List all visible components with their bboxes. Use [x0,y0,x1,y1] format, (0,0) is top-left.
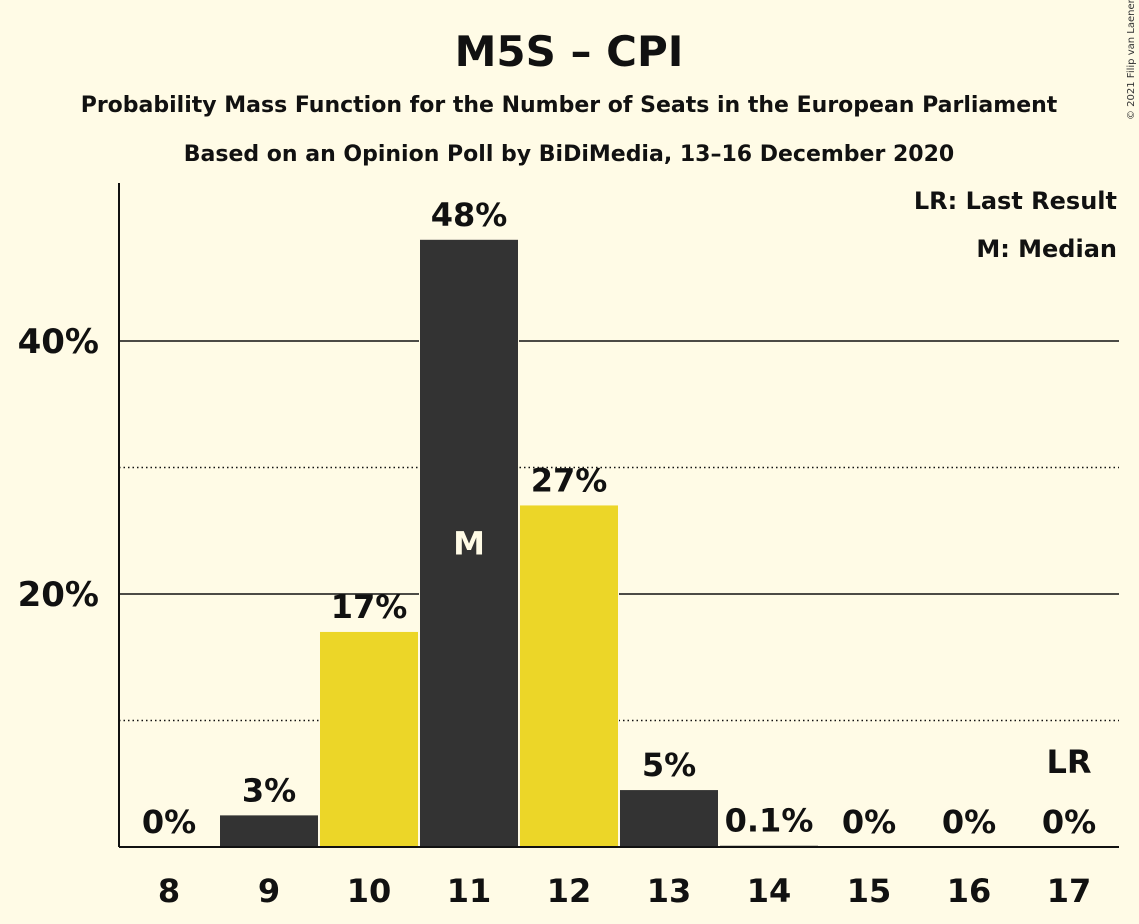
data-label-17: 0% [1042,803,1096,841]
x-tick-label-13: 13 [647,872,692,910]
labels: 20% 40% 0% 8 3% 9 17% 10 48% 11 M 27% 12 5% 13 0.1% 14 0%… [18,196,1097,910]
x-tick-label-16: 16 [947,872,992,910]
bar-10 [320,631,418,847]
legend-median: M: Median [976,235,1117,263]
data-label-14: 0.1% [725,802,814,840]
bars [219,238,819,848]
data-label-11: 48% [431,196,508,234]
data-label-15: 0% [842,803,896,841]
chart-subtitle: Probability Mass Function for the Number… [81,93,1058,118]
bar-13 [620,790,718,847]
x-tick-label-8: 8 [158,872,180,910]
bar-9 [220,815,318,847]
x-tick-label-17: 17 [1047,872,1092,910]
data-label-12: 27% [531,461,608,499]
last-result-marker: LR [1046,743,1091,781]
data-label-16: 0% [942,803,996,841]
axes [118,183,1119,848]
chart-subtitle-poll: Based on an Opinion Poll by BiDiMedia, 1… [184,142,954,167]
x-tick-label-9: 9 [258,872,280,910]
data-label-8: 0% [142,803,196,841]
data-label-10: 17% [331,588,408,626]
legend-last-result: LR: Last Result [914,187,1117,215]
x-tick-label-15: 15 [847,872,892,910]
data-label-13: 5% [642,746,696,784]
x-tick-label-12: 12 [547,872,592,910]
copyright-notice: © 2021 Filip van Laenen [1126,0,1137,120]
y-tick-label: 40% [18,322,99,362]
x-tick-label-10: 10 [347,872,392,910]
data-label-9: 3% [242,771,296,809]
bar-11 [420,239,518,848]
x-tick-label-11: 11 [447,872,492,910]
x-tick-label-14: 14 [747,872,792,910]
chart-title: M5S – CPI [455,27,684,76]
bar-12 [520,505,618,847]
y-tick-label: 20% [18,575,99,615]
median-marker: M [453,524,485,562]
